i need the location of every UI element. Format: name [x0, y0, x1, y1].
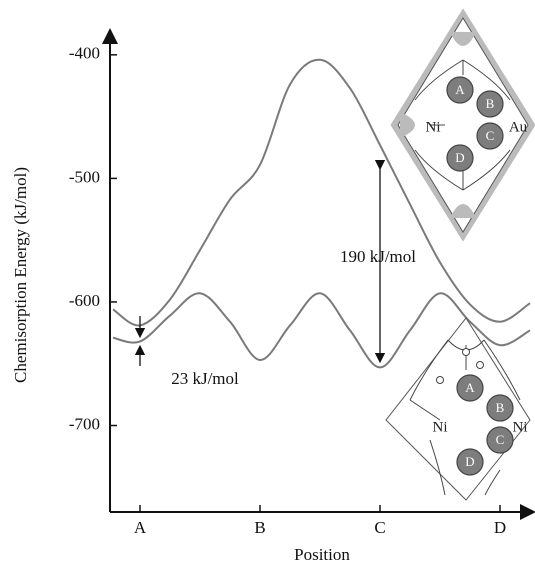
inset-label: Ni — [513, 419, 528, 435]
line-series — [112, 58, 531, 327]
inset-label: A — [455, 82, 465, 97]
inset-bottom: A B C D Ni Ni — [385, 317, 531, 501]
y-tick-label: -400 — [69, 44, 100, 63]
inset-label: Au — [509, 119, 528, 135]
inset-label: Ni — [426, 119, 441, 135]
inset-label: B — [486, 96, 495, 111]
y-tick-label: -700 — [69, 414, 100, 433]
annotation: 190 kJ/mol — [340, 247, 416, 266]
y-tick-label: -600 — [69, 291, 100, 310]
y-axis-title: Chemisorption Energy (kJ/mol) — [11, 167, 30, 383]
inset-top: A B C D Ni Au — [390, 8, 535, 242]
inset-label: A — [465, 380, 475, 395]
line-series — [112, 292, 531, 369]
inset-label: D — [465, 454, 474, 469]
x-tick-label: B — [254, 518, 265, 537]
annotation: 23 kJ/mol — [171, 369, 239, 388]
inset-label: B — [496, 400, 505, 415]
x-tick-label: C — [374, 518, 385, 537]
inset-label: D — [455, 150, 464, 165]
x-tick-label: A — [134, 518, 147, 537]
y-tick-label: -500 — [69, 167, 100, 186]
inset-label: C — [486, 128, 495, 143]
x-axis-title: Position — [294, 545, 350, 564]
inset-label: Ni — [433, 419, 448, 435]
x-tick-label: D — [494, 518, 506, 537]
inset-label: C — [496, 432, 505, 447]
